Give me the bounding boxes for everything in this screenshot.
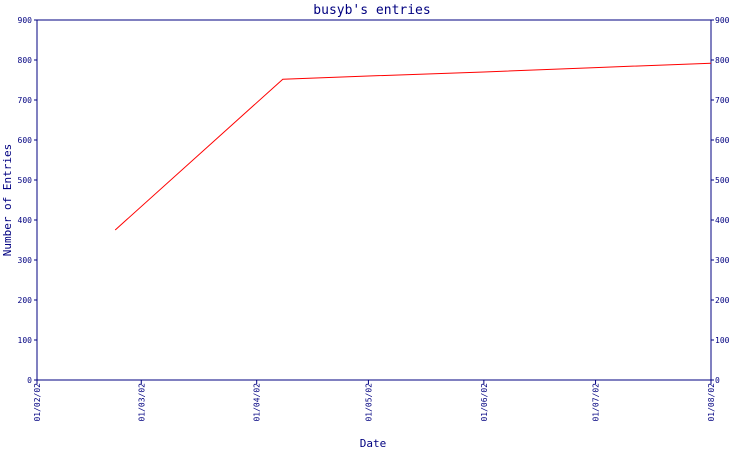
y-tick-label-right: 800	[715, 56, 730, 65]
x-tick-label: 01/03/02	[137, 383, 146, 422]
y-tick-label-left: 800	[18, 56, 33, 65]
y-tick-label-right: 900	[715, 16, 730, 25]
y-tick-label-right: 200	[715, 296, 730, 305]
y-tick-label-right: 600	[715, 136, 730, 145]
chart-title: busyb's entries	[313, 3, 430, 18]
x-axis-label: Date	[360, 437, 387, 450]
y-tick-label-right: 100	[715, 336, 730, 345]
y-axis-label: Number of Entries	[1, 144, 14, 257]
y-tick-label-left: 500	[18, 176, 33, 185]
y-tick-label-right: 700	[715, 96, 730, 105]
y-tick-label-left: 400	[18, 216, 33, 225]
y-tick-label-left: 300	[18, 256, 33, 265]
y-tick-label-left: 200	[18, 296, 33, 305]
y-tick-label-left: 100	[18, 336, 33, 345]
y-tick-label-right: 300	[715, 256, 730, 265]
x-tick-label: 01/06/02	[480, 383, 489, 422]
series-line	[114, 62, 712, 231]
y-tick-label-right: 500	[715, 176, 730, 185]
x-tick-label: 01/04/02	[253, 383, 262, 422]
y-tick-label-left: 700	[18, 96, 33, 105]
x-tick-label: 01/02/02	[33, 383, 42, 422]
y-tick-label-left: 0	[27, 376, 32, 385]
plot-layer: 0 0 100 100 200 200 300 300 400 400 500 500 600 600 70…	[18, 16, 730, 422]
y-tick-label-left: 600	[18, 136, 33, 145]
y-tick-label-left: 900	[18, 16, 33, 25]
x-tick-label: 01/05/02	[364, 383, 373, 422]
y-tick-label-right: 400	[715, 216, 730, 225]
y-tick-label-right: 0	[715, 376, 720, 385]
x-tick-label: 01/08/02	[707, 383, 716, 422]
x-tick-label: 01/07/02	[592, 383, 601, 422]
